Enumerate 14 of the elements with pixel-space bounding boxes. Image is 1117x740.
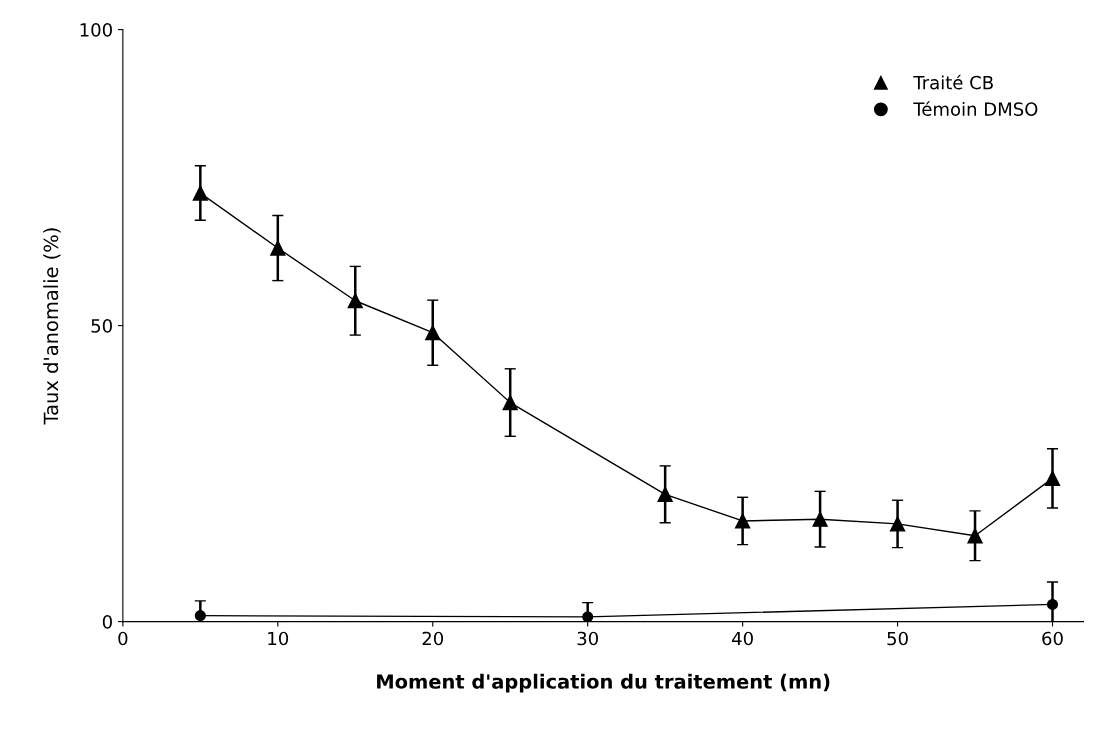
y-tick-label: 100 xyxy=(80,23,112,37)
x-tick-label: 40 xyxy=(732,631,753,646)
x-tick-label: 30 xyxy=(577,631,598,646)
x-tick-label: 60 xyxy=(1042,631,1063,646)
x-tick-label: 20 xyxy=(422,631,444,646)
x-tick-label: 50 xyxy=(887,631,908,646)
legend-label: Témoin DMSO xyxy=(913,101,1038,116)
legend-label: Traité CB xyxy=(913,74,993,90)
y-axis-title: Taux d'anomalie (%) xyxy=(43,228,61,425)
y-tick-label: 50 xyxy=(91,319,112,333)
x-tick-label: 10 xyxy=(268,631,289,646)
x-tick-label: 0 xyxy=(118,631,128,646)
y-tick-label: 0 xyxy=(102,615,112,629)
x-axis-title: Moment d'application du traitement (mn) xyxy=(377,673,830,693)
